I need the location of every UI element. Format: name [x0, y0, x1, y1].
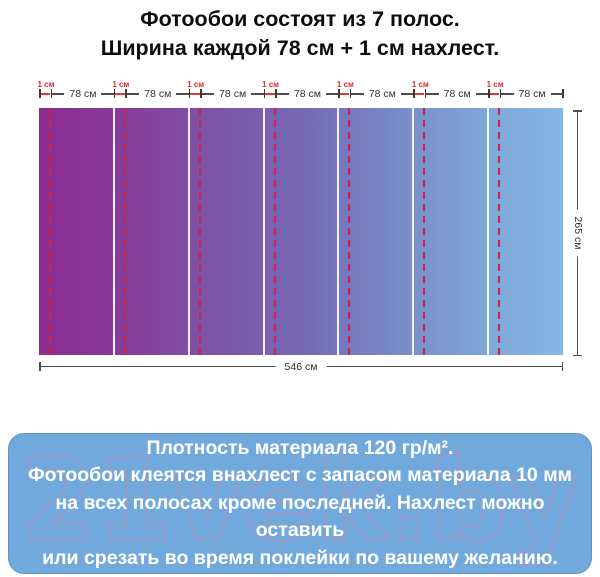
measure-tick: [263, 89, 266, 98]
strip-width-measure: 78 см: [126, 87, 189, 101]
measure-tick: [561, 362, 563, 371]
strip-width-measure: 78 см: [276, 87, 339, 101]
strip-measure-unit: 1 см 78 см: [262, 80, 339, 101]
note-line-2: Фотообои клеятся внахлест с запасом мате…: [27, 464, 573, 487]
strip-measure-unit: 1 см 78 см: [187, 80, 264, 101]
strip-measure-unit: 1 см 78 см: [487, 80, 563, 101]
overlap-measure-segment: [339, 93, 350, 95]
measure-tick: [50, 89, 52, 98]
strip-width-measure: 78 см: [201, 87, 264, 101]
note-line-3: на всех полосах кроме последней. Нахлест…: [55, 491, 545, 542]
overlap-dashed-line: [49, 108, 51, 355]
overlap-label: 1 см: [112, 80, 130, 89]
overlap-dashed-line: [123, 108, 126, 355]
measure-line: [176, 93, 189, 95]
measure-line: [501, 93, 514, 95]
strip-width-measure: 78 см: [426, 87, 489, 101]
strip-width-measure: 78 см: [351, 87, 414, 101]
wall: [39, 108, 563, 355]
strip-separator: [112, 108, 115, 355]
overlap-measure-segment: [265, 93, 275, 95]
measure-tick: [39, 89, 41, 98]
overlap-label: 1 см: [411, 80, 429, 89]
overlap-dashed-line: [273, 108, 276, 355]
measure-line: [400, 93, 414, 95]
strip-width-label: 78 см: [144, 88, 172, 100]
measure-tick: [562, 89, 564, 98]
overlap-label: 1 см: [262, 80, 280, 89]
strip-width-label: 78 см: [518, 88, 546, 100]
note-line-1: Плотность материала 120 гр/м².: [146, 436, 454, 459]
strip-separator: [262, 108, 265, 355]
measure-cap: [573, 354, 582, 356]
measure-cap: [573, 110, 582, 112]
strip-separator: [187, 108, 190, 355]
title-line-1: Фотообои состоят из 7 полос.: [140, 7, 460, 31]
measure-line: [276, 93, 289, 95]
top-measure-row: 1 см 78 см 1 см 78 см 1 см 78 см 1 см 78 см 1 см…: [37, 80, 564, 101]
page-title: Фотообои состоят из 7 полос. Ширина кажд…: [0, 5, 600, 63]
strip-measure-unit: 1 см 78 см: [112, 80, 189, 101]
measure-line: [251, 93, 264, 95]
title-line-2: Ширина каждой 78 см + 1 см нахлест.: [100, 36, 500, 60]
note-line-4: или срезать во время поклейки по вашему …: [42, 546, 558, 569]
overlap-dashed-line: [198, 108, 201, 355]
measure-tick: [413, 89, 415, 98]
strip-measure-unit: 1 см 78 см: [37, 80, 114, 101]
total-width-label: 546 см: [275, 360, 327, 373]
overlap-label: 1 см: [187, 80, 205, 89]
measure-line: [475, 93, 489, 95]
strip-separator: [487, 108, 490, 355]
strip-width-label: 78 см: [368, 88, 396, 100]
overlap-label: 1 см: [37, 80, 55, 89]
measure-line: [52, 93, 65, 95]
strip-width-measure: 78 см: [501, 87, 563, 101]
overlap-label: 1 см: [486, 80, 504, 89]
strip-separator: [412, 108, 415, 355]
overlap-measure-segment: [489, 93, 500, 95]
overlap-measure-segment: [40, 93, 50, 95]
height-measure: 265 см: [570, 110, 585, 356]
strip-width-measure: 78 см: [52, 87, 114, 101]
note-box: 21vek.by Плотность материала 120 гр/м². …: [8, 433, 592, 574]
measure-tick: [424, 89, 427, 98]
measure-tick: [499, 89, 502, 98]
overlap-dashed-line: [348, 108, 351, 355]
measure-line: [351, 93, 364, 95]
strip-separator: [337, 108, 340, 355]
total-width-measure: 546 см: [39, 359, 563, 374]
strip-width-label: 78 см: [293, 88, 322, 100]
overlap-measure-segment: [115, 93, 125, 95]
overlap-label: 1 см: [336, 80, 354, 89]
measure-tick: [338, 89, 340, 98]
overlap-dashed-line: [498, 108, 501, 355]
strip-measure-unit: 1 см 78 см: [412, 80, 489, 101]
strip-width-label: 78 см: [69, 88, 97, 100]
measure-tick: [125, 89, 127, 98]
measure-line: [426, 93, 439, 95]
measure-tick: [349, 89, 352, 98]
measure-line: [550, 93, 563, 95]
overlap-dashed-line: [423, 108, 426, 355]
strip-measure-unit: 1 см 78 см: [337, 80, 414, 101]
measure-line: [101, 93, 114, 95]
overlap-measure-segment: [190, 93, 200, 95]
height-label: 265 см: [570, 209, 585, 257]
measure-tick: [200, 89, 202, 98]
strip-width-label: 78 см: [219, 88, 247, 100]
measure-tick: [188, 89, 191, 98]
measure-line: [126, 93, 140, 95]
measure-tick: [275, 89, 277, 98]
strip-width-label: 78 см: [443, 88, 471, 100]
measure-tick: [488, 89, 490, 98]
measure-line: [326, 93, 339, 95]
measure-tick: [39, 362, 41, 371]
measure-tick: [113, 89, 116, 98]
measure-line: [201, 93, 215, 95]
note-text: Плотность материала 120 гр/м². Фотообои …: [9, 434, 591, 573]
overlap-measure-segment: [414, 93, 425, 95]
